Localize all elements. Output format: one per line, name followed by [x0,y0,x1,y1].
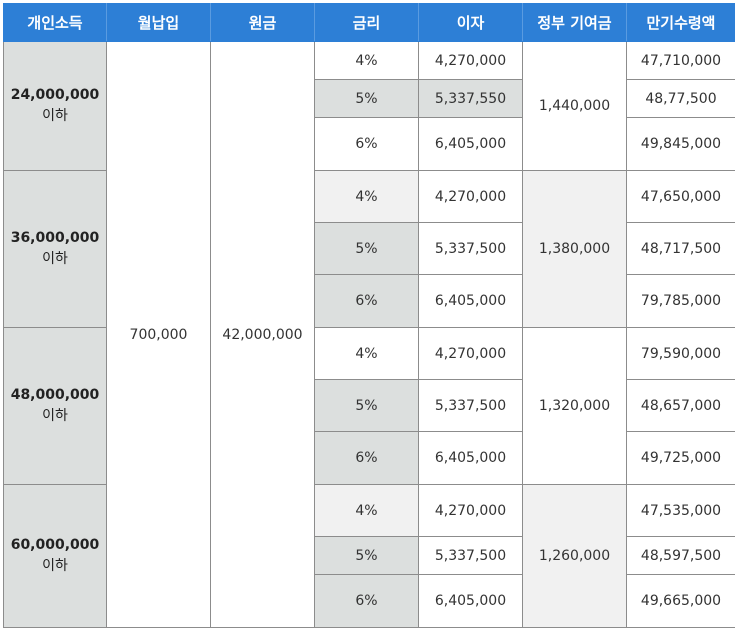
interest-cell: 5,337,500 [418,536,523,575]
income-suffix: 이하 [42,408,68,424]
maturity-cell: 49,665,000 [626,574,735,628]
table-row: 6% 6,405,000 79,785,000 [4,274,735,328]
rate-cell: 5% [314,79,419,118]
gov-contribution-cell: 1,380,000 [522,170,627,328]
income-amount: 48,000,000 [10,387,100,403]
header-gov-contribution: 정부 기여금 [522,3,627,42]
header-monthly-payment: 월납입 [106,3,211,42]
income-amount: 36,000,000 [10,230,100,246]
maturity-cell: 47,650,000 [626,170,735,223]
header-maturity: 만기수령액 [626,3,735,42]
rate-cell: 5% [314,379,419,432]
rate-cell: 4% [314,41,419,80]
interest-cell: 5,337,500 [418,222,523,275]
income-suffix: 이하 [42,108,68,124]
rate-cell: 4% [314,170,419,223]
header-principal: 원금 [210,3,315,42]
table-row: 6% 6,405,000 49,665,000 [4,574,735,628]
maturity-cell: 48,597,500 [626,536,735,575]
rate-cell: 6% [314,274,419,328]
table-row: 60,000,000 이하 4% 4,270,000 1,260,000 47,… [3,484,735,628]
monthly-payment-cell: 700,000 [106,41,211,628]
gov-contribution-cell: 1,320,000 [522,327,627,485]
maturity-cell: 47,535,000 [626,484,735,537]
rate-cell: 5% [314,536,419,575]
header-interest: 이자 [418,3,523,42]
maturity-cell: 49,845,000 [626,117,735,171]
income-suffix: 이하 [42,558,68,574]
header-income: 개인소득 [3,3,107,42]
maturity-cell: 79,785,000 [626,274,735,328]
interest-cell: 4,270,000 [418,484,523,537]
interest-cell: 4,270,000 [418,41,523,80]
interest-cell: 5,337,550 [418,79,523,118]
rate-cell: 5% [314,222,419,275]
header-row: 개인소득 월납입 원금 금리 이자 정부 기여금 만기수령액 [3,3,735,42]
table-row: 48,000,000 이하 4% 4,270,000 1,320,000 79,… [3,327,735,485]
interest-cell: 6,405,000 [418,574,523,628]
interest-cell: 6,405,000 [418,431,523,485]
income-cell: 24,000,000 이하 [3,41,107,171]
gov-contribution-cell: 1,260,000 [522,484,627,628]
table-row: 5% 5,337,500 48,717,500 [4,222,735,275]
rate-cell: 4% [314,327,419,380]
table-row: 5% 5,337,500 48,657,000 [4,379,735,432]
table-row: 6% 6,405,000 49,845,000 [4,117,735,171]
header-rate: 금리 [314,3,419,42]
table-row: 6% 6,405,000 49,725,000 [4,431,735,485]
interest-cell: 4,270,000 [418,170,523,223]
rate-cell: 4% [314,484,419,537]
table-row: 5% 5,337,550 48,77,500 [4,79,735,118]
rate-cell: 6% [314,574,419,628]
interest-cell: 6,405,000 [418,274,523,328]
interest-cell: 6,405,000 [418,117,523,171]
table-row: 5% 5,337,500 48,597,500 [4,536,735,575]
savings-table: 개인소득 월납입 원금 금리 이자 정부 기여금 만기수령액 24,000,00… [3,3,735,628]
table-row: 36,000,000 이하 4% 4,270,000 1,380,000 47,… [3,170,735,328]
interest-cell: 5,337,500 [418,379,523,432]
interest-cell: 4,270,000 [418,327,523,380]
income-cell: 36,000,000 이하 [3,170,107,328]
maturity-cell: 49,725,000 [626,431,735,485]
maturity-cell: 48,657,000 [626,379,735,432]
rate-cell: 6% [314,117,419,171]
income-amount: 60,000,000 [10,537,100,553]
maturity-cell: 47,710,000 [626,41,735,80]
gov-contribution-cell: 1,440,000 [522,41,627,171]
maturity-cell: 48,717,500 [626,222,735,275]
income-suffix: 이하 [42,251,68,267]
maturity-cell: 48,77,500 [626,79,735,118]
income-amount: 24,000,000 [10,87,100,103]
maturity-cell: 79,590,000 [626,327,735,380]
income-cell: 48,000,000 이하 [3,327,107,485]
income-cell: 60,000,000 이하 [3,484,107,628]
principal-cell: 42,000,000 [210,41,315,628]
table-row: 24,000,000 이하 700,000 42,000,000 4% 4,27… [3,41,735,628]
rate-cell: 6% [314,431,419,485]
